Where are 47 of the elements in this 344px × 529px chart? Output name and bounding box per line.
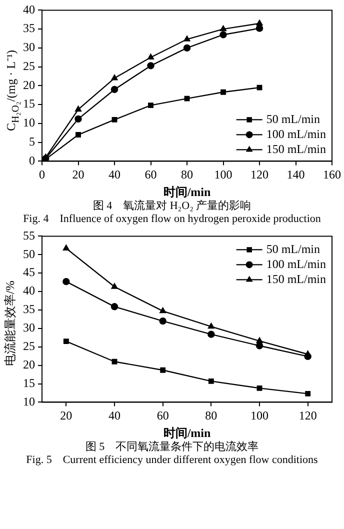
x-tick-label: 40 [108, 408, 120, 423]
text: 图 5 不同氧流量条件下的电流效率 [84, 441, 260, 454]
y-tick-label: 40 [23, 284, 35, 298]
legend-label: 150 mL/min [266, 272, 326, 286]
y-tick-label: 20 [23, 357, 35, 372]
legend-label: 50 mL/min [266, 242, 320, 256]
x-tick-label: 60 [144, 168, 157, 182]
y-tick-label: 5 [29, 134, 35, 148]
y-tick-label: 55 [23, 228, 35, 242]
x-tick-label: 80 [181, 168, 193, 182]
legend-label: 150 mL/min [266, 142, 326, 156]
x-axis-title: 时间/min [163, 184, 211, 199]
y-tick-label: 35 [23, 21, 35, 36]
x-axis-title: 时间/min [163, 426, 211, 440]
y-axis-title: 电流能量效率/% [2, 280, 18, 366]
y-tick-label: 15 [23, 376, 35, 390]
x-tick-label: 80 [205, 408, 218, 423]
y-tick-label: 10 [23, 394, 35, 408]
x-tick-label: 100 [250, 408, 268, 423]
y-tick-label: 35 [23, 302, 35, 316]
y-tick-label: 25 [23, 339, 35, 354]
y-tick-label: 30 [23, 320, 35, 335]
text: Fig. 5 Current efficiency under different oxygen flow conditions [25, 454, 319, 467]
text: Fig. 4 Influence of oxygen flow on hydrogen peroxide production [22, 213, 322, 226]
x-tick-label: 120 [250, 168, 268, 182]
y-tick-label: 20 [23, 78, 35, 92]
x-tick-label: 120 [298, 408, 317, 423]
legend-label: 100 mL/min [266, 256, 326, 271]
y-tick-label: 40 [23, 2, 35, 16]
y-tick-label: 15 [23, 96, 35, 111]
x-tick-label: 20 [60, 408, 72, 423]
text: 图 4 氧流量对 H₂O₂ 产量的影响 [92, 200, 252, 213]
y-tick-label: 45 [23, 265, 35, 280]
y-tick-label: 30 [23, 40, 35, 54]
x-tick-label: 40 [108, 168, 120, 182]
x-tick-label: 100 [214, 168, 232, 182]
x-tick-label: 160 [323, 168, 341, 182]
y-tick-label: 50 [23, 246, 35, 261]
x-tick-label: 0 [39, 168, 45, 182]
legend-label: 100 mL/min [266, 126, 326, 141]
y-tick-label: 0 [29, 153, 35, 168]
y-tick-label: 25 [23, 58, 35, 73]
x-tick-label: 20 [72, 168, 84, 182]
y-tick-label: 10 [23, 116, 35, 130]
legend-label: 50 mL/min [266, 112, 320, 126]
x-tick-label: 60 [156, 408, 169, 423]
x-tick-label: 140 [286, 168, 305, 182]
